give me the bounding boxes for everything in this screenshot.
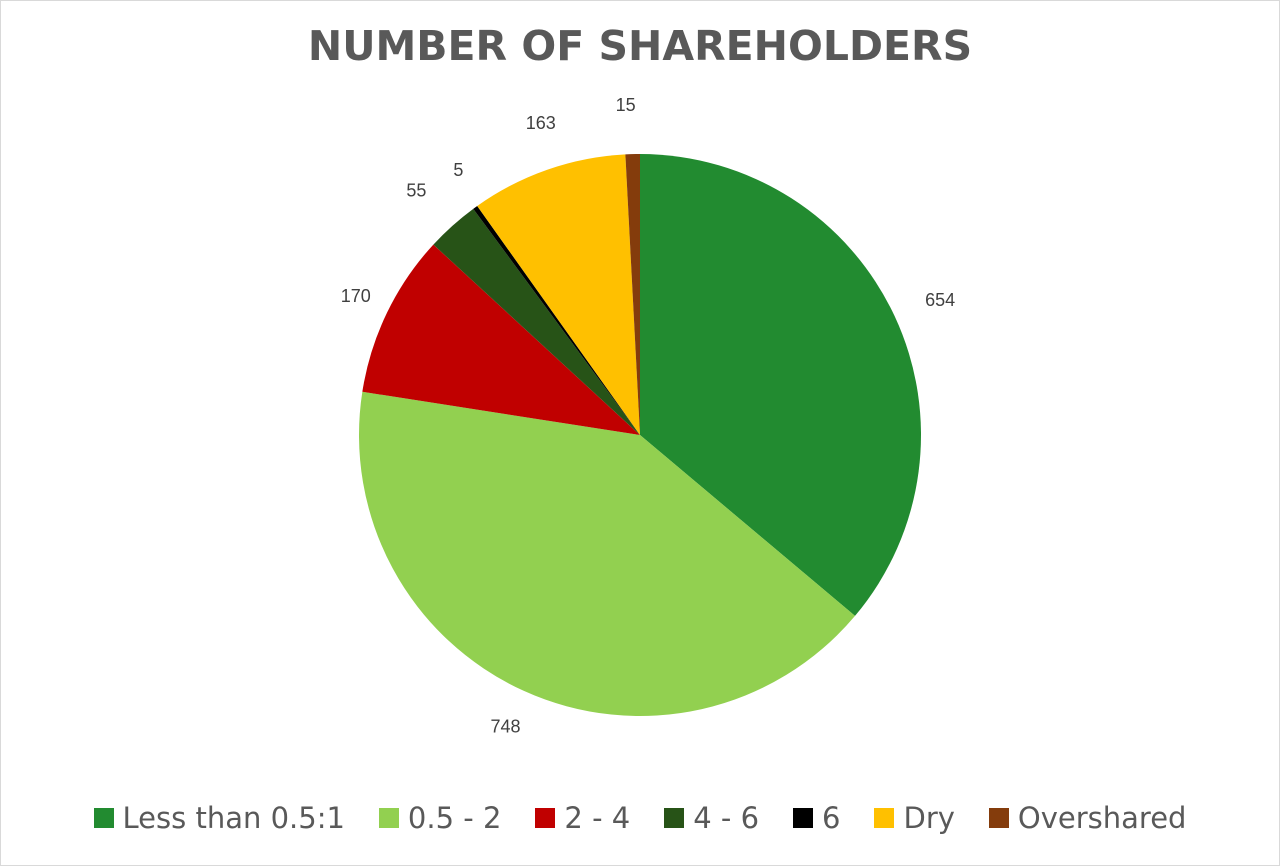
data-label: 15	[616, 95, 636, 115]
pie-slice	[477, 154, 640, 435]
legend-item-overshared: Overshared	[988, 798, 1187, 838]
legend: Less than 0.5:1 0.5 - 2 2 - 4 4 - 6 6 Dr…	[0, 798, 1280, 838]
legend-item-2-4: 2 - 4	[535, 798, 630, 838]
data-label: 654	[925, 290, 955, 310]
pie-slice	[433, 208, 640, 435]
legend-swatch	[793, 808, 814, 828]
legend-label: 4 - 6	[693, 801, 760, 835]
legend-label: 0.5 - 2	[407, 801, 502, 835]
pie-slice	[640, 154, 922, 616]
data-label: 748	[490, 716, 520, 736]
pie-slice	[473, 205, 640, 435]
data-label: 55	[406, 181, 426, 201]
pie-slice	[362, 244, 640, 435]
legend-item-6: 6	[793, 798, 840, 838]
legend-swatch	[378, 808, 399, 828]
legend-label: 6	[822, 801, 841, 835]
pie-slices	[359, 154, 922, 716]
legend-item-4-6: 4 - 6	[664, 798, 759, 838]
data-label: 5	[453, 160, 463, 180]
pie-slice	[625, 154, 640, 435]
pie-slice	[359, 391, 856, 716]
legend-label: 2 - 4	[564, 801, 631, 835]
legend-swatch	[664, 808, 685, 828]
legend-swatch	[874, 808, 895, 828]
legend-swatch	[93, 808, 114, 828]
legend-label: Less than 0.5:1	[122, 801, 345, 835]
data-label: 163	[526, 113, 556, 133]
legend-item-0-5-2: 0.5 - 2	[378, 798, 502, 838]
legend-label: Dry	[903, 801, 955, 835]
legend-label: Overshared	[1017, 801, 1187, 835]
legend-item-less-than-0-5: Less than 0.5:1	[93, 798, 345, 838]
legend-swatch	[535, 808, 556, 828]
data-label: 170	[341, 286, 371, 306]
legend-swatch	[988, 808, 1009, 828]
legend-item-dry: Dry	[874, 798, 955, 838]
chart-title: NUMBER OF SHAREHOLDERS	[307, 22, 973, 70]
